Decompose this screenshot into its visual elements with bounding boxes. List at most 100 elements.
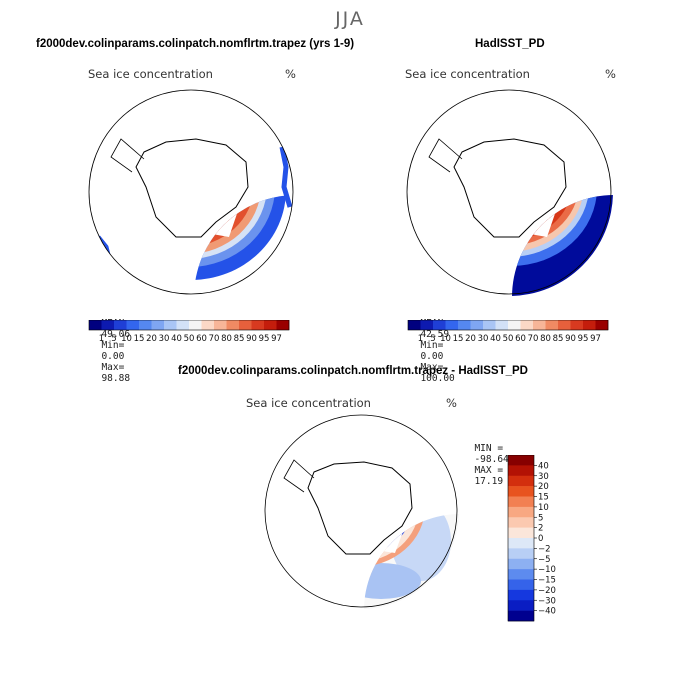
obs-max-value: 100.00 [420, 373, 455, 384]
model-colorbar-tick-label: 95 [259, 334, 270, 344]
diff-colorbar-tick-label: 15 [538, 493, 549, 503]
obs-colorbar-tick-label: 70 [528, 334, 539, 344]
obs-colorbar-swatch [570, 320, 584, 330]
obs-colorbar-swatch [433, 320, 446, 330]
diff-colorbar-swatch [508, 538, 534, 549]
obs-colorbar-swatch [408, 320, 421, 330]
model-variable-name: Sea ice concentration [88, 67, 213, 81]
obs-max-label: Max= [420, 362, 444, 373]
obs-colorbar-tick-label: 80 [540, 334, 551, 344]
model-colorbar-swatch [114, 320, 127, 330]
model-min-label: Min= [101, 340, 125, 351]
diff-colorbar-swatch [508, 475, 534, 487]
diff-colorbar-tick-label: −15 [538, 576, 556, 586]
model-colorbar-tick-label: 80 [221, 334, 232, 344]
obs-colorbar-swatch [445, 320, 459, 330]
model-colorbar-tick-label: 50 [184, 334, 195, 344]
diff-colorbar-swatch [508, 610, 534, 622]
model-mean-value: 49.06 [101, 329, 131, 340]
diff-colorbar-tick-label: 10 [538, 503, 549, 513]
obs-colorbar-tick-label: 20 [465, 334, 476, 344]
obs-colorbar-tick-label: 97 [590, 334, 601, 344]
obs-colorbar-tick-label: 50 [503, 334, 514, 344]
model-colorbar-swatch [176, 320, 190, 330]
model-max-label: Max= [101, 362, 125, 373]
obs-colorbar-swatch [495, 320, 509, 330]
diff-colorbar-tick-label: −2 [538, 544, 551, 554]
diff-units: % [446, 396, 457, 410]
model-colorbar-swatch [226, 320, 240, 330]
diff-max-value: 17.19 [474, 476, 504, 487]
model-colorbar-tick-label: 90 [246, 334, 257, 344]
diff-panel-title: f2000dev.colinparams.colinpatch.nomflrtm… [178, 365, 528, 377]
diff-colorbar-swatch [508, 465, 534, 477]
model-colorbar-tick-label: 5 [111, 334, 116, 344]
obs-colorbar-tick-label: 60 [515, 334, 526, 344]
model-coastline [135, 138, 249, 238]
model-colorbar-tick-label: 20 [146, 334, 157, 344]
model-colorbar-swatch [151, 320, 165, 330]
obs-colorbar-tick-label: 95 [578, 334, 589, 344]
model-colorbar-tick-label: 85 [234, 334, 245, 344]
obs-colorbar-swatch [508, 320, 521, 330]
model-colorbar-tick-label: 40 [171, 334, 182, 344]
obs-colorbar: 1 5 10 15 20 30 40 50 60 70 80 85 90 95 97 [407, 320, 609, 344]
model-min-value: 0.00 [101, 351, 125, 362]
obs-min-value: 0.00 [420, 351, 444, 362]
model-max-value: 98.88 [101, 373, 131, 384]
diff-colorbar-swatch [508, 506, 534, 518]
diff-colorbar-swatch [508, 486, 534, 497]
diff-colorbar-tick-label: −30 [538, 596, 556, 606]
diff-polar-map [264, 414, 459, 609]
obs-colorbar-swatch [533, 320, 546, 330]
obs-map-border [406, 89, 612, 295]
diff-min-label: MIN = [474, 443, 504, 454]
diff-colorbar-tick-label: −5 [538, 555, 551, 565]
diff-colorbar-tick-label: −10 [538, 565, 556, 575]
model-colorbar-swatch [276, 320, 290, 330]
obs-colorbar-swatch [595, 320, 609, 330]
model-colorbar-swatch [264, 320, 277, 330]
diff-colorbar-tick-label: 5 [538, 513, 543, 523]
diff-variable-name: Sea ice concentration [246, 396, 371, 410]
obs-colorbar-tick-label: 15 [453, 334, 464, 344]
diff-colorbar-swatch [508, 600, 534, 611]
model-polar-map [88, 89, 294, 295]
model-colorbar-swatch [189, 320, 202, 330]
model-colorbar-tick-label: 1 [99, 334, 104, 344]
model-colorbar: 1 5 10 15 20 30 40 50 60 70 80 85 90 95 97 [88, 320, 290, 344]
model-colorbar-swatch [251, 320, 265, 330]
model-units: % [285, 67, 296, 81]
season-title: JJA [335, 8, 365, 30]
diff-colorbar-swatch [508, 569, 534, 580]
model-colorbar-tick-label: 10 [121, 334, 132, 344]
diff-colorbar-tick-label: 20 [538, 482, 549, 492]
diff-colorbar-swatch [508, 558, 534, 570]
model-colorbar-swatch [89, 320, 102, 330]
obs-colorbar-swatch [458, 320, 471, 330]
diff-max-label: MAX = [474, 465, 504, 476]
obs-colorbar-tick-label: 10 [440, 334, 451, 344]
model-colorbar-tick-label: 60 [196, 334, 207, 344]
obs-colorbar-tick-label: 30 [478, 334, 489, 344]
diff-colorbar-swatch [508, 517, 534, 528]
model-panel-title: f2000dev.colinparams.colinpatch.nomflrtm… [36, 38, 355, 50]
obs-colorbar-tick-label: 40 [490, 334, 501, 344]
diff-colorbar-tick-label: 40 [538, 461, 549, 471]
diff-colorbar-tick-label: 0 [538, 534, 543, 544]
diff-colorbar-swatch [508, 496, 534, 508]
obs-colorbar-tick-label: 1 [418, 334, 423, 344]
obs-coastline [453, 138, 567, 238]
obs-colorbar-swatch [558, 320, 571, 330]
diff-colorbar-swatch [508, 527, 534, 539]
diff-colorbar-swatch [508, 455, 534, 466]
obs-colorbar-tick-label: 5 [430, 334, 435, 344]
diff-map-border [264, 414, 458, 608]
model-colorbar-swatch [201, 320, 215, 330]
diff-colorbar-tick-label: 2 [538, 524, 543, 534]
obs-colorbar-tick-label: 90 [565, 334, 576, 344]
diff-coastline [307, 461, 413, 555]
obs-colorbar-swatch [483, 320, 496, 330]
diff-colorbar-tick-label: 30 [538, 472, 549, 482]
